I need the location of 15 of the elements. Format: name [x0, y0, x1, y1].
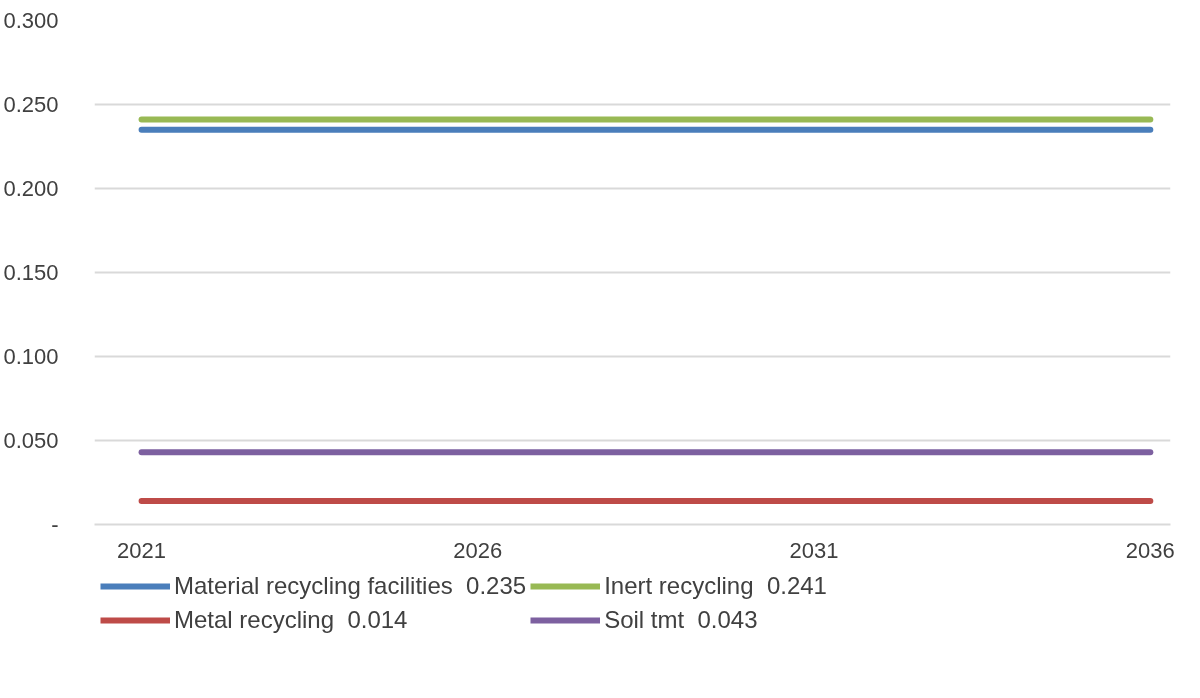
x-tick-label: 2026 [453, 537, 503, 563]
x-tick-label: 2036 [1125, 537, 1175, 563]
x-tick-label: 2021 [117, 537, 167, 563]
y-tick-label: 0.150 [3, 260, 59, 285]
y-tick-label: 0.300 [3, 8, 59, 33]
legend-label: Material recycling facilities 0.235 [174, 571, 527, 601]
y-tick-label: - [51, 512, 59, 537]
legend-label: Soil tmt 0.043 [604, 605, 758, 635]
x-tick-label: 2031 [789, 537, 839, 563]
legend-label: Metal recycling 0.014 [174, 605, 408, 635]
y-tick-label: 0.100 [3, 344, 59, 369]
y-tick-label: 0.250 [3, 92, 59, 117]
y-tick-label: 0.050 [3, 428, 59, 453]
legend-label: Inert recycling 0.241 [604, 571, 827, 601]
y-tick-label: 0.200 [3, 176, 59, 201]
